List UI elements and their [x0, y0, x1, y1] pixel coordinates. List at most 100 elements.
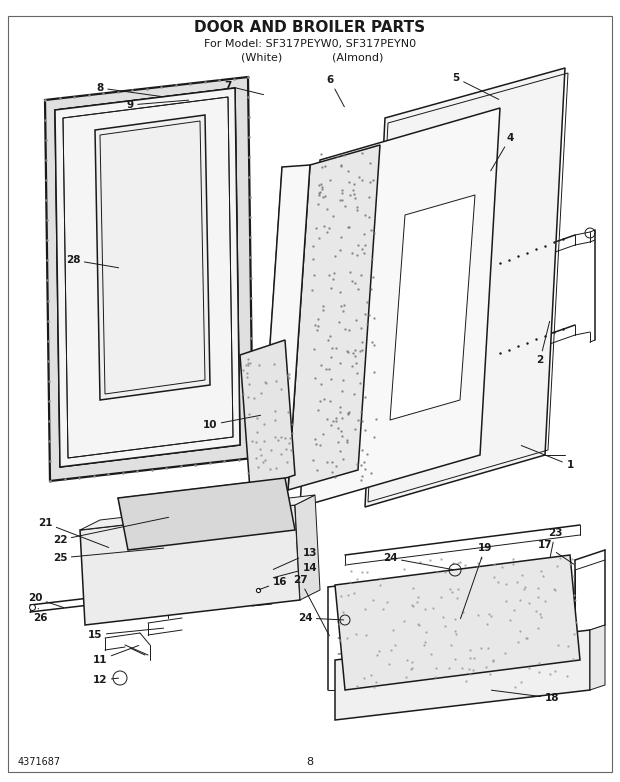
Point	[431, 662, 441, 674]
Point	[414, 618, 423, 630]
Text: 14: 14	[273, 563, 317, 578]
Text: For Model: SF317PEYW0, SF317PEYN0: For Model: SF317PEYW0, SF317PEYN0	[204, 39, 416, 49]
Point	[366, 467, 376, 479]
Text: 10: 10	[203, 415, 260, 430]
Point	[335, 445, 345, 457]
Point	[534, 657, 544, 669]
Point	[355, 377, 365, 389]
Point	[468, 663, 478, 676]
Point	[353, 283, 363, 296]
Point	[357, 414, 367, 427]
Text: DOOR AND BROILER PARTS: DOOR AND BROILER PARTS	[195, 20, 425, 35]
Point	[314, 179, 324, 192]
Point	[336, 159, 346, 171]
Point	[356, 321, 366, 334]
Point	[320, 160, 330, 172]
Point	[366, 224, 376, 236]
Point	[349, 388, 359, 400]
Point	[335, 244, 345, 256]
Point	[533, 622, 542, 634]
Point	[326, 372, 336, 385]
Point	[242, 391, 252, 404]
Point	[399, 615, 409, 627]
Point	[534, 608, 544, 620]
Point	[372, 649, 382, 662]
Point	[255, 443, 265, 455]
Point	[327, 455, 337, 468]
Point	[339, 305, 348, 317]
Point	[476, 642, 486, 655]
Point	[324, 333, 334, 346]
Point	[343, 221, 353, 233]
Point	[358, 455, 368, 468]
Point	[360, 462, 370, 475]
Polygon shape	[45, 77, 253, 481]
Point	[565, 558, 575, 570]
Point	[371, 676, 381, 688]
Point	[534, 666, 544, 679]
Point	[364, 309, 374, 321]
Point	[453, 557, 463, 569]
Point	[316, 377, 326, 389]
Point	[267, 444, 277, 457]
Point	[335, 286, 345, 299]
Point	[555, 552, 565, 565]
Point	[337, 412, 347, 425]
Point	[422, 626, 432, 638]
Point	[317, 183, 327, 196]
Point	[360, 391, 370, 404]
Point	[508, 553, 518, 565]
Point	[314, 439, 324, 451]
Point	[356, 268, 366, 281]
Text: 20: 20	[28, 593, 64, 608]
Point	[365, 156, 375, 169]
Point	[335, 590, 345, 602]
Point	[333, 421, 343, 434]
Point	[343, 164, 353, 177]
Point	[275, 472, 285, 485]
Point	[360, 424, 370, 436]
Text: 21: 21	[38, 518, 108, 547]
Point	[331, 411, 341, 424]
Point	[337, 300, 347, 313]
Text: 4371687: 4371687	[18, 757, 61, 767]
Point	[309, 454, 319, 467]
Polygon shape	[295, 495, 320, 600]
Point	[436, 552, 446, 565]
Point	[361, 566, 371, 579]
Point	[350, 277, 360, 289]
Point	[335, 194, 345, 206]
Point	[335, 357, 345, 369]
Point	[352, 367, 362, 379]
Point	[356, 459, 366, 472]
Point	[260, 454, 270, 466]
Point	[337, 184, 347, 196]
Point	[330, 472, 340, 484]
Point	[276, 447, 286, 460]
Point	[415, 556, 425, 569]
Point	[412, 596, 422, 608]
Point	[270, 414, 280, 426]
Point	[524, 597, 534, 609]
Point	[481, 660, 491, 673]
Point	[350, 344, 360, 357]
Point	[518, 583, 528, 595]
Point	[497, 561, 507, 573]
Point	[335, 406, 345, 418]
Point	[314, 187, 324, 199]
Point	[570, 594, 580, 606]
Point	[252, 426, 262, 439]
Point	[533, 582, 543, 594]
Point	[324, 222, 334, 235]
Point	[341, 558, 351, 571]
Point	[365, 210, 374, 223]
Point	[324, 363, 334, 375]
Point	[252, 411, 262, 424]
Point	[551, 583, 560, 596]
Point	[353, 414, 363, 426]
Point	[342, 632, 352, 644]
Point	[450, 625, 459, 637]
Point	[281, 443, 291, 455]
Point	[457, 662, 467, 674]
Point	[319, 393, 329, 405]
